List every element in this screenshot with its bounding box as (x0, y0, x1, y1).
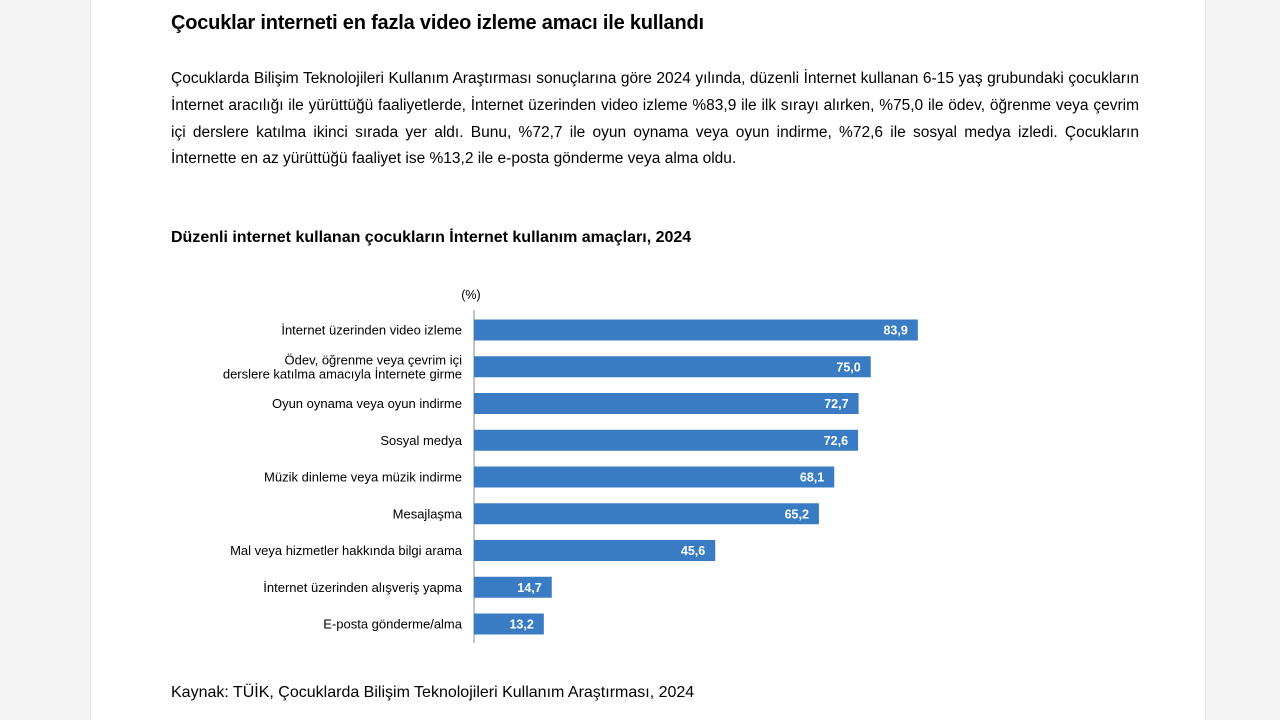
bar-value-label: 83,9 (883, 324, 907, 338)
category-label: Müzik dinleme veya müzik indirme (264, 470, 462, 485)
chart-title: Düzenli internet kullanan çocukların İnt… (171, 229, 692, 246)
bar-value-label: 45,6 (681, 544, 705, 558)
article-headline: Çocuklar interneti en fazla video izleme… (171, 12, 704, 34)
bar (474, 576, 552, 598)
category-label: Mesajlaşma (393, 506, 463, 521)
bar (474, 356, 871, 378)
category-label: E-posta gönderme/alma (323, 617, 463, 632)
bar-value-label: 72,7 (824, 397, 848, 411)
category-label: Oyun oynama veya oyun indirme (272, 396, 462, 411)
bar-chart: (%) 83,9 İnternet üzerinden video izleme 7… (223, 288, 918, 643)
category-label: Sosyal medya (380, 433, 462, 448)
bar (474, 393, 859, 414)
category-label: İnternet üzerinden video izleme (281, 323, 462, 338)
category-label: Ödev, öğrenme veya çevrim içi (285, 352, 463, 367)
chart-unit-label: (%) (461, 288, 480, 302)
bar (474, 503, 819, 525)
bar-value-label: 68,1 (800, 471, 824, 485)
bar-value-label: 14,7 (517, 581, 541, 595)
bar (474, 466, 835, 488)
bar (474, 540, 716, 561)
bar-value-label: 72,6 (824, 434, 848, 448)
category-label: derslere katılma amacıyla İnternete girm… (223, 366, 462, 381)
article-page: Çocuklar interneti en fazla video izleme… (90, 0, 1206, 720)
bar-value-label: 75,0 (836, 360, 860, 374)
bar-value-label: 65,2 (785, 507, 809, 521)
article-body: Çocuklarda Bilişim Teknolojileri Kullanı… (171, 70, 1139, 168)
bar (474, 613, 544, 635)
category-label: İnternet üzerinden alışveriş yapma (263, 580, 462, 595)
source-note: Kaynak: TÜİK, Çocuklarda Bilişim Teknolo… (171, 684, 695, 701)
chart-bars: 83,9 İnternet üzerinden video izleme 75,0 Ö… (223, 319, 918, 635)
bar (474, 319, 918, 341)
bar (474, 429, 859, 451)
bar-value-label: 13,2 (509, 618, 533, 632)
category-label: Mal veya hizmetler hakkında bilgi arama (230, 543, 463, 558)
